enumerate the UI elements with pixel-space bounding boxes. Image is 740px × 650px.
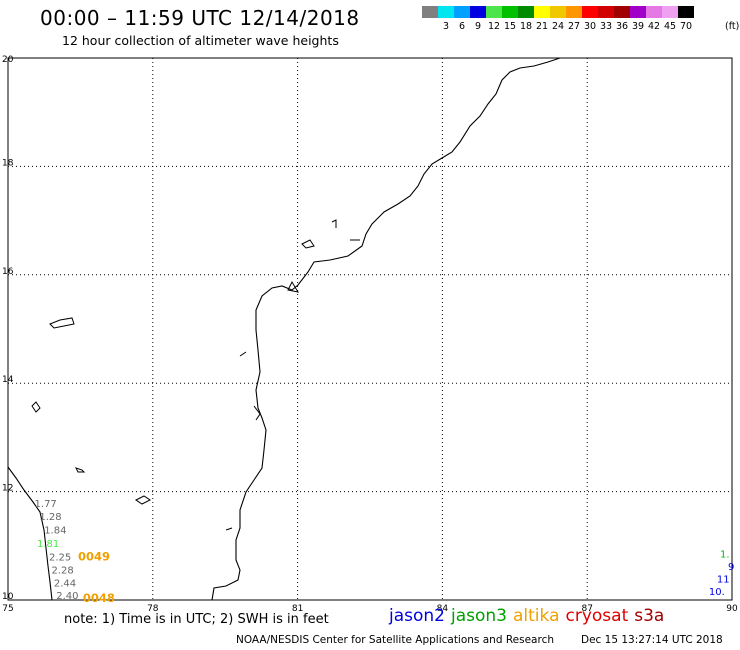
latitude-label: 10 [2,592,14,602]
legend-swatch [662,6,678,18]
coast-feature [239,351,247,357]
legend-tick-label: 42 [647,21,661,32]
latitude-label: 16 [2,267,14,277]
coastline-west [7,466,53,601]
legend-swatch [502,6,518,18]
legend-tick-label: 36 [615,21,629,32]
coast-feature [331,219,337,228]
coast-feature [225,527,233,531]
longitude-label: 75 [2,604,13,614]
legend-swatch [438,6,454,18]
legend-swatch [598,6,614,18]
latitude-label: 20 [2,55,14,65]
swh-value-label: 2.28 [51,565,73,576]
legend-swatch [470,6,486,18]
legend-swatch [534,6,550,18]
generation-timestamp: Dec 15 13:27:14 UTC 2018 [581,634,723,646]
legend-swatch [422,6,438,18]
longitude-label: 87 [581,604,592,614]
satellite-jason2: jason2 [389,606,445,626]
track-time-label: 0049 [78,549,110,563]
coastline-east [211,57,561,601]
legend-ticks: 3 6 9 12 15 18 21 24 27 30 33 36 39 42 45 70 [430,21,740,35]
swh-value-label: 1.84 [44,525,66,536]
swh-value-label: 9 [728,562,734,573]
swh-value-label: 11 [717,575,730,586]
coast-feature [253,405,261,421]
legend-swatch [566,6,582,18]
legend-tick-label: 18 [519,21,533,32]
legend-swatch [678,6,694,18]
color-scale-legend: 3 6 9 12 15 18 21 24 27 30 33 36 39 42 45 70 (ft) [422,6,739,32]
map-frame [7,57,733,601]
longitude-label: 78 [147,604,159,614]
legend-tick-label: 45 [663,21,677,32]
page-subtitle: 12 hour collection of altimeter wave hei… [62,33,339,48]
satellite-jason3: jason3 [451,606,507,626]
legend-swatch [486,6,502,18]
footer-note: note: 1) Time is in UTC; 2) SWH is in fe… [64,612,329,627]
island-outline [49,317,75,329]
legend-swatch [646,6,662,18]
satellite-legend: jason2 jason3 altika cryosat s3a [389,606,670,626]
legend-swatch [630,6,646,18]
satellite-cryosat: cryosat [565,606,629,626]
legend-tick-label: 24 [551,21,565,32]
swh-value-label: 2.40 [56,591,78,602]
swh-value-label: 1.28 [39,512,61,523]
satellite-s3a: s3a [634,606,665,626]
latitude-label: 14 [2,375,14,385]
legend-tick-label: 30 [583,21,597,32]
legend-swatch [614,6,630,18]
swh-value-label: 2.25 [49,552,71,563]
legend-tick-label: 3 [442,21,450,32]
legend-swatch [550,6,566,18]
island-outline [301,239,315,249]
latitude-label: 12 [2,484,13,494]
legend-swatch [454,6,470,18]
island-outline [135,495,151,505]
color-swatches [422,6,694,18]
latitude-label: 18 [2,158,14,168]
legend-tick-label: 21 [535,21,549,32]
legend-tick-label: 9 [474,21,482,32]
legend-tick-label: 12 [487,21,501,32]
legend-tick-label: 27 [567,21,581,32]
island-outline [31,401,41,413]
legend-unit: (ft) [725,21,740,32]
legend-tick-label: 6 [458,21,466,32]
credit-line: NOAA/NESDIS Center for Satellite Applica… [236,634,554,646]
legend-tick-label: 15 [503,21,517,32]
swh-value-label: 2.44 [54,578,76,589]
swh-value-label: 1.81 [37,539,59,550]
legend-swatch [518,6,534,18]
legend-swatch [582,6,598,18]
legend-tick-label: 70 [679,21,693,32]
page-title: 00:00 – 11:59 UTC 12/14/2018 [40,6,360,30]
satellite-altika: altika [513,606,560,626]
longitude-label: 81 [292,604,303,614]
longitude-label: 90 [726,604,738,614]
swh-value-label: 1. [720,550,730,561]
island-outline [75,467,86,473]
swh-value-label: 1.77 [35,499,57,510]
swh-value-label: 10. [709,587,725,598]
legend-tick-label: 33 [599,21,613,32]
legend-tick-label: 39 [631,21,645,32]
river-delta-outline [287,280,300,293]
longitude-label: 84 [437,604,449,614]
track-time-label: 0048 [83,591,115,605]
